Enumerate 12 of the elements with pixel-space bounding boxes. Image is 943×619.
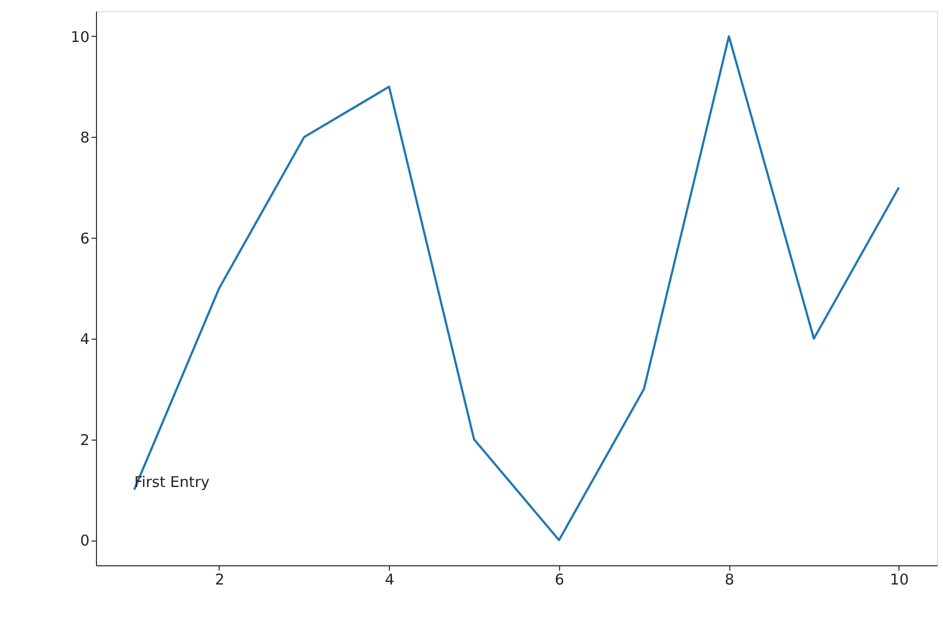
- x-tick-label: 4: [384, 572, 394, 589]
- y-tick-label: 4: [80, 331, 90, 348]
- x-tick-label: 6: [554, 572, 564, 589]
- x-tick-label: 10: [890, 572, 909, 589]
- x-tick-label: 8: [724, 572, 734, 589]
- y-tick-label: 2: [80, 432, 90, 449]
- y-tick-label: 8: [80, 130, 90, 147]
- x-tick-label: 2: [214, 572, 224, 589]
- line-series: [133, 35, 900, 542]
- y-tick-label: 10: [70, 28, 90, 46]
- y-tick-label: 0: [80, 532, 90, 550]
- y-tick-label: 6: [80, 230, 90, 248]
